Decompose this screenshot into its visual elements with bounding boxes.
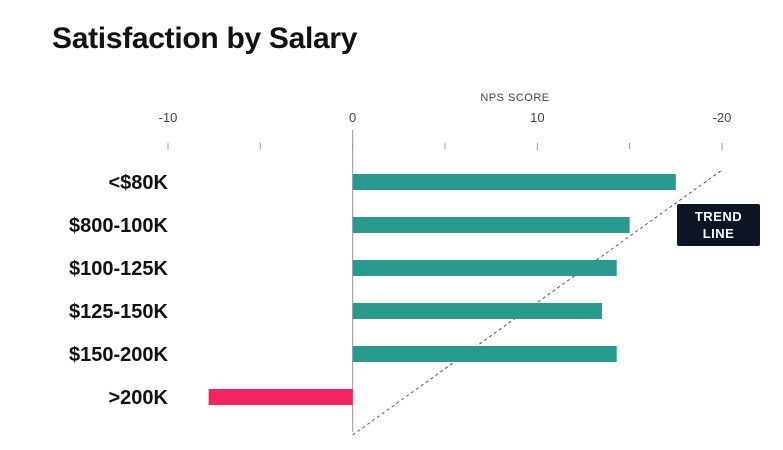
chart-title: Satisfaction by Salary [52,22,358,55]
category-label: $800-100K [69,215,169,237]
bar [352,346,617,362]
category-labels: <$80K $800-100K $100-125K $125-150K $150-200… [69,172,169,409]
category-label: $100-125K [69,258,169,280]
bar [352,217,630,233]
x-tick-label: 0 [349,110,356,125]
category-label: <$80K [109,172,169,194]
bar [208,389,353,405]
trend-line-label-line2: LINE [703,226,735,241]
category-label: >200K [109,387,169,409]
trend-line-label-box [677,204,760,246]
bars [208,174,676,405]
x-axis-title: NPS SCORE [480,92,549,104]
trend-line-group: TREND LINE [352,169,760,436]
trend-line-label-line1: TREND [695,209,742,224]
category-label: $150-200K [69,344,169,366]
trend-line [352,169,723,436]
x-axis: NPS SCORE -10 0 10 -20 [159,92,732,432]
x-tick-label: -20 [713,110,732,125]
x-tick-label: -10 [159,110,178,125]
bar [352,303,602,319]
x-tick-label: 10 [530,110,544,125]
bar [352,260,617,276]
category-label: $125-150K [69,301,169,323]
bar [352,174,676,190]
